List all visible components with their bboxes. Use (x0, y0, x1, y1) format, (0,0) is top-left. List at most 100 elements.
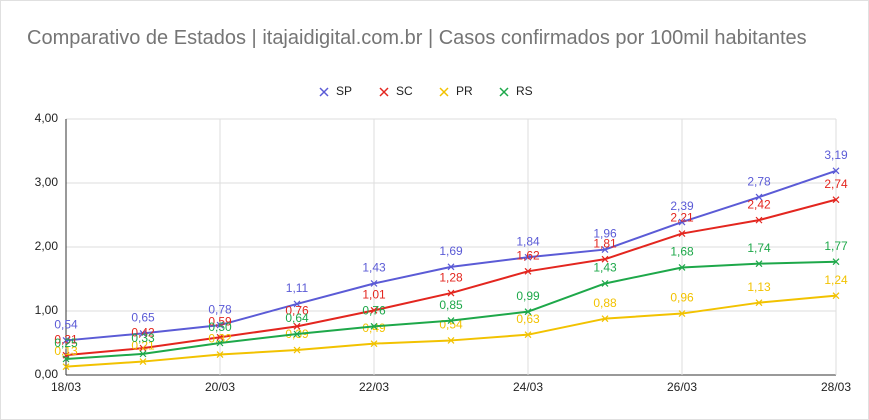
point-marker (755, 193, 763, 201)
point-marker (370, 322, 378, 330)
point-marker (447, 263, 455, 271)
point-marker (832, 292, 840, 300)
data-label: 1,28 (439, 270, 463, 284)
point-marker (601, 246, 609, 253)
legend-label: SP (336, 84, 352, 98)
point-marker (62, 363, 70, 371)
data-label: 0,42 (131, 325, 155, 339)
point-marker (601, 280, 609, 287)
legend-marker (499, 87, 509, 97)
y-tick-label: 2,00 (35, 239, 59, 253)
y-tick-label: 3,00 (35, 175, 59, 189)
legend-label: SC (396, 84, 413, 98)
point-marker (447, 337, 455, 344)
y-tick-label: 0,00 (35, 367, 59, 381)
data-label: 0,54 (54, 318, 78, 332)
point-marker (755, 299, 763, 307)
point-marker (678, 230, 686, 237)
point-marker (293, 330, 301, 338)
x-tick-label: 22/03 (359, 380, 389, 394)
point-marker (601, 255, 609, 263)
data-label: 1,24 (824, 273, 848, 287)
data-label: 1,77 (824, 239, 848, 253)
point-marker (447, 317, 455, 325)
point-marker (832, 196, 840, 204)
point-marker (755, 260, 763, 268)
x-tick-label: 24/03 (513, 380, 543, 394)
point-marker (293, 322, 301, 330)
point-marker (216, 321, 224, 329)
point-marker (447, 289, 455, 297)
point-marker (370, 280, 378, 287)
point-marker (832, 258, 840, 266)
point-marker (524, 308, 532, 316)
point-marker (678, 310, 686, 317)
data-label: 1,11 (286, 281, 309, 295)
data-label: 2,74 (824, 177, 848, 191)
x-tick-label: 18/03 (51, 380, 81, 394)
data-label: 1,69 (439, 244, 463, 258)
legend-label: PR (456, 84, 473, 98)
point-marker (678, 264, 686, 271)
data-label: 0,64 (285, 311, 309, 325)
data-label: 2,21 (670, 211, 694, 225)
chart-title: Comparativo de Estados | itajaidigital.c… (27, 27, 807, 49)
data-label: 0,21 (131, 339, 155, 353)
data-label: 2,39 (670, 199, 694, 213)
legend-marker (319, 87, 329, 97)
point-marker (601, 315, 609, 323)
data-label: 0,78 (208, 302, 232, 316)
data-label: 0,50 (208, 320, 232, 334)
point-marker (524, 253, 532, 261)
point-marker (755, 216, 763, 224)
data-label: 1,43 (593, 261, 617, 275)
x-tick-label: 20/03 (205, 380, 235, 394)
point-marker (832, 167, 840, 175)
point-marker (370, 340, 378, 348)
data-label: 0,96 (670, 291, 694, 305)
legend-label: RS (516, 84, 533, 98)
point-marker (216, 333, 224, 341)
y-tick-label: 1,00 (35, 303, 59, 317)
data-label: 1,84 (516, 234, 540, 248)
data-label: 2,42 (747, 197, 771, 211)
data-label: 0,63 (516, 312, 540, 326)
point-marker (524, 331, 532, 339)
point-marker (62, 355, 70, 363)
data-label: 0,25 (54, 336, 78, 350)
data-label: 1,68 (670, 245, 694, 259)
point-marker (139, 344, 147, 352)
data-label: 1,81 (593, 236, 617, 250)
data-label: 0,76 (285, 304, 309, 318)
data-label: 1,01 (362, 288, 386, 302)
data-label: 1,96 (593, 227, 617, 241)
data-label: 0,33 (131, 331, 155, 345)
point-marker (139, 329, 147, 337)
point-marker (293, 300, 301, 308)
data-label: 0,85 (439, 298, 463, 312)
x-tick-label: 28/03 (821, 380, 851, 394)
legend-marker (379, 87, 389, 97)
data-label: 1,43 (362, 261, 386, 275)
data-label: 0,31 (54, 332, 78, 346)
data-label: 0,76 (362, 304, 386, 318)
data-label: 1,62 (516, 248, 540, 262)
legend-marker (439, 87, 449, 97)
data-label: 1,74 (747, 241, 771, 255)
point-marker (524, 267, 532, 275)
data-label: 0,59 (208, 314, 232, 328)
point-marker (293, 346, 301, 354)
data-label: 0,65 (131, 311, 155, 325)
data-label: 0,49 (362, 321, 386, 335)
point-marker (678, 218, 686, 226)
y-tick-label: 4,00 (35, 111, 59, 125)
point-marker (370, 306, 378, 314)
data-label: 0,13 (54, 344, 78, 358)
point-marker (139, 350, 147, 358)
data-label: 2,78 (747, 174, 771, 188)
data-label: 0,88 (593, 296, 617, 310)
point-marker (216, 339, 224, 347)
x-tick-label: 26/03 (667, 380, 697, 394)
